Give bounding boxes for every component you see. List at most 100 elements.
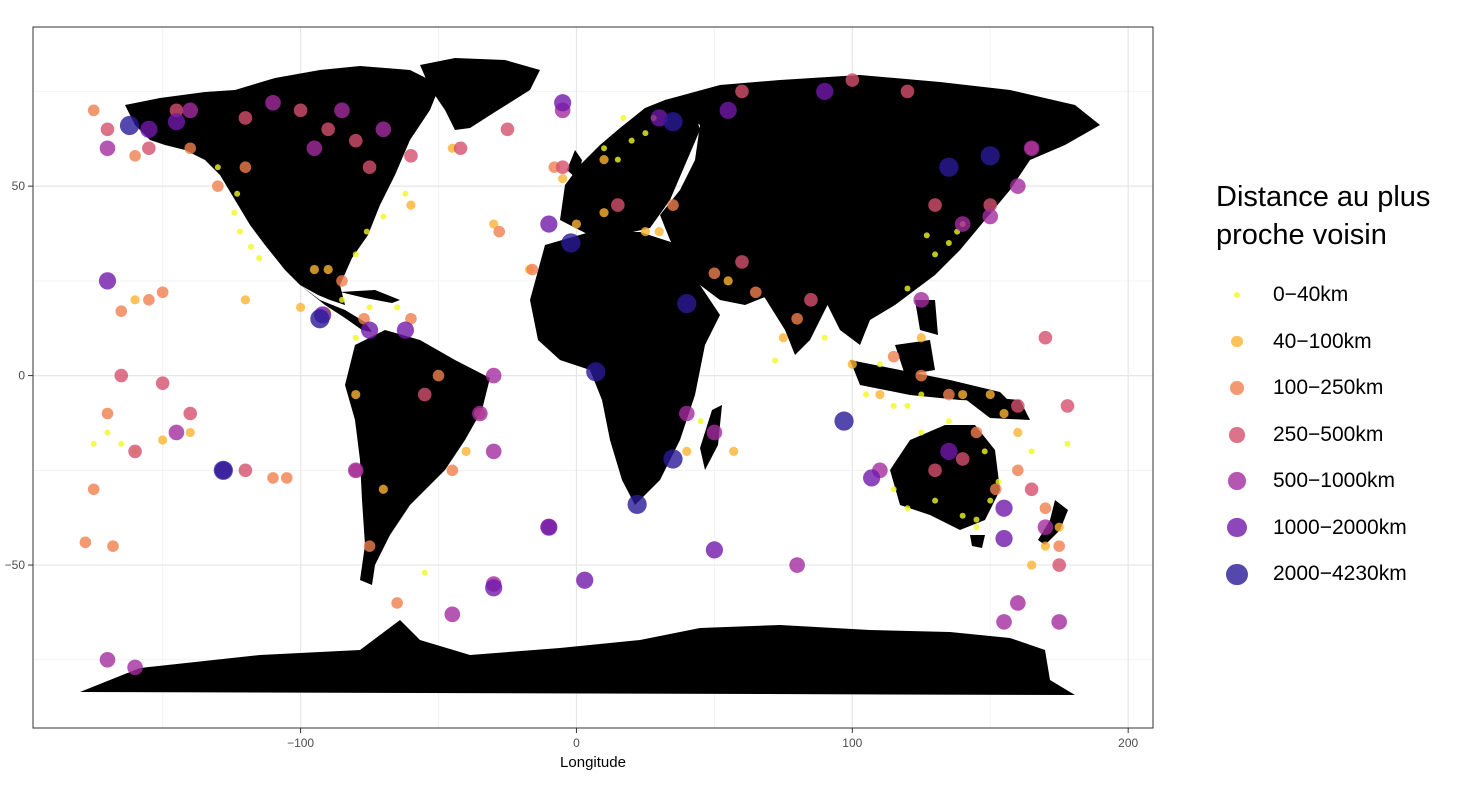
- data-point: [663, 449, 683, 469]
- data-point: [804, 293, 818, 307]
- landmass-central-america: [300, 285, 372, 332]
- data-point: [526, 263, 539, 276]
- x-tick-label: −100: [287, 736, 314, 750]
- data-point: [185, 427, 195, 438]
- legend-entry: 250−500km: [1216, 412, 1476, 459]
- legend-swatch: [1234, 292, 1240, 299]
- data-point: [295, 302, 306, 312]
- data-point: [1040, 541, 1051, 551]
- data-point: [706, 424, 723, 441]
- data-point: [306, 140, 323, 157]
- landmass-borneo: [895, 340, 935, 375]
- data-point: [1053, 540, 1066, 552]
- data-point: [1027, 560, 1037, 570]
- data-point: [421, 569, 428, 576]
- x-axis-label: Longitude: [560, 754, 626, 771]
- data-point: [79, 536, 92, 549]
- data-point: [1060, 399, 1075, 413]
- data-point: [875, 389, 885, 400]
- legend-key: [1216, 460, 1258, 502]
- data-point: [99, 651, 116, 668]
- landmass-tasmania: [970, 535, 985, 548]
- data-point: [444, 606, 461, 623]
- data-point: [627, 494, 647, 515]
- data-point: [723, 276, 733, 286]
- data-point: [182, 102, 199, 119]
- data-point: [863, 469, 881, 487]
- legend-label: 1000−2000km: [1273, 515, 1407, 539]
- data-point: [918, 391, 925, 398]
- data-point: [735, 255, 749, 269]
- data-point: [239, 161, 252, 173]
- data-point: [1054, 522, 1064, 532]
- data-point: [915, 369, 928, 382]
- data-point: [1024, 482, 1039, 497]
- data-point: [540, 518, 558, 536]
- legend-entry: 2000−4230km: [1216, 551, 1476, 598]
- data-point: [876, 361, 883, 368]
- landmass-caribbean: [340, 290, 400, 303]
- data-point: [654, 227, 664, 237]
- data-point: [115, 305, 128, 317]
- data-point: [310, 309, 330, 329]
- legend-swatch: [1231, 336, 1243, 348]
- data-point: [363, 228, 370, 235]
- landmass-philippines: [915, 300, 938, 335]
- data-point: [995, 478, 1002, 485]
- legend-label: 40−100km: [1273, 329, 1372, 353]
- x-tick-label: 200: [1118, 736, 1138, 750]
- series-3: [79, 104, 1066, 609]
- data-point: [101, 407, 114, 420]
- data-point: [900, 84, 915, 99]
- data-point: [955, 452, 970, 466]
- landmass-new-guinea: [960, 395, 1030, 420]
- landmass-british-isles: [567, 150, 582, 180]
- data-point: [114, 368, 129, 383]
- data-point: [143, 294, 155, 306]
- data-point: [719, 101, 737, 119]
- data-point: [640, 227, 651, 237]
- data-point: [983, 198, 998, 212]
- data-point: [663, 112, 683, 132]
- data-point: [913, 292, 930, 308]
- landmass-antarctica: [80, 620, 1075, 695]
- data-point: [863, 391, 870, 398]
- data-point: [1010, 178, 1026, 194]
- data-point: [238, 111, 253, 125]
- data-point: [1012, 464, 1024, 477]
- data-point: [989, 483, 1002, 496]
- data-point: [87, 104, 100, 117]
- data-point: [352, 251, 359, 258]
- data-point: [945, 418, 952, 425]
- data-point: [821, 334, 828, 341]
- data-point: [904, 505, 911, 512]
- data-point: [667, 199, 679, 211]
- panel-border: [32, 26, 1154, 729]
- data-point: [396, 321, 415, 339]
- legend-swatch: [1230, 381, 1244, 396]
- data-point: [140, 120, 158, 138]
- data-point: [142, 141, 156, 156]
- data-point: [358, 312, 370, 325]
- data-point: [347, 462, 364, 479]
- data-point: [293, 103, 308, 118]
- data-point: [982, 208, 999, 225]
- data-point: [1064, 440, 1071, 447]
- data-point: [238, 463, 253, 478]
- data-point: [705, 541, 723, 559]
- data-point: [87, 483, 100, 496]
- data-point: [599, 208, 609, 218]
- data-point: [904, 402, 911, 409]
- data-point: [996, 614, 1012, 630]
- data-point: [214, 164, 221, 171]
- series-7: [119, 112, 1000, 515]
- data-point: [939, 157, 959, 177]
- data-point: [1023, 140, 1040, 157]
- legend-swatch: [1228, 472, 1246, 491]
- data-point: [932, 497, 939, 504]
- data-point: [280, 472, 293, 484]
- data-point: [614, 156, 621, 163]
- data-point: [360, 321, 379, 339]
- data-point: [406, 200, 416, 210]
- data-point: [265, 94, 281, 111]
